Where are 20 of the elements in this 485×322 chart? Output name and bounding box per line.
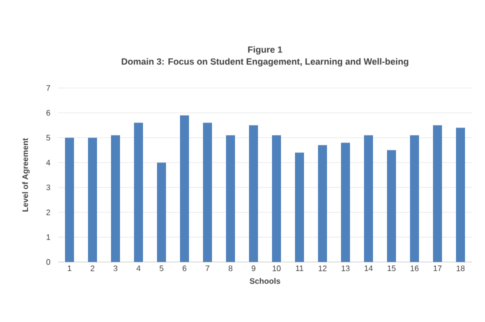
bar	[180, 115, 190, 262]
bar	[88, 138, 98, 262]
bar	[203, 122, 212, 262]
bar	[65, 138, 74, 262]
chart-subtitle: Domain 3: Focus on Student Engagement, Learning and Well-being	[122, 58, 408, 67]
bar	[341, 142, 350, 262]
bar	[364, 135, 374, 262]
bar	[111, 135, 120, 262]
bar	[410, 135, 420, 262]
bar	[157, 162, 166, 262]
bar	[456, 128, 466, 262]
chart-title: Figure 1	[248, 46, 282, 55]
bar	[295, 152, 304, 262]
bar	[318, 145, 328, 262]
bar	[249, 125, 258, 262]
bar	[226, 135, 236, 262]
bar	[433, 125, 442, 262]
bar	[134, 122, 144, 262]
bar	[387, 150, 396, 262]
bar	[272, 135, 282, 262]
